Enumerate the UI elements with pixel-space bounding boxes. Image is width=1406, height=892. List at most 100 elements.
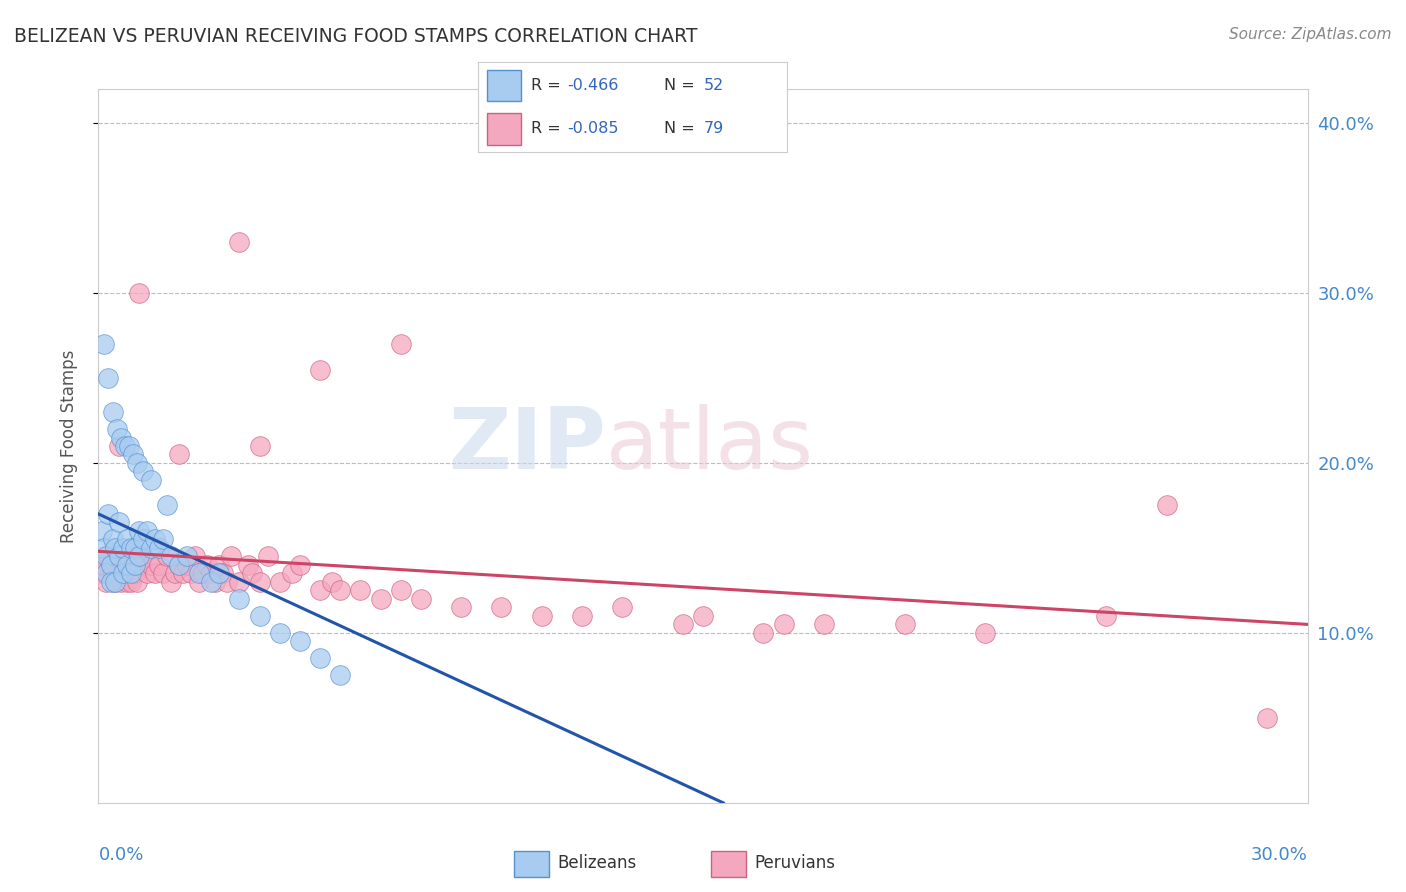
Point [212, 566, 235, 581]
Point [125, 574, 148, 589]
Point [288, 558, 311, 572]
Point [139, 473, 162, 487]
Point [188, 574, 211, 589]
Point [389, 583, 412, 598]
Point [115, 558, 138, 572]
Point [121, 558, 143, 572]
Point [96, 574, 118, 589]
Point [139, 541, 162, 555]
Text: 0.0%: 0.0% [98, 846, 143, 863]
Point [124, 566, 146, 581]
Point [135, 524, 157, 538]
Point [97, 371, 120, 385]
Point [114, 439, 136, 453]
Point [160, 574, 183, 589]
Point [96, 549, 118, 564]
Point [111, 566, 134, 581]
Point [195, 558, 218, 572]
Point [93, 541, 115, 555]
Point [208, 566, 231, 581]
Point [974, 626, 997, 640]
Point [148, 541, 170, 555]
Text: R =: R = [530, 121, 565, 136]
Point [163, 566, 186, 581]
Point [249, 608, 271, 623]
Point [100, 558, 122, 572]
Point [97, 507, 120, 521]
Text: R =: R = [530, 78, 565, 93]
Point [228, 574, 250, 589]
Point [105, 558, 128, 572]
FancyBboxPatch shape [488, 70, 522, 101]
Point [118, 549, 141, 564]
Text: atlas: atlas [606, 404, 814, 488]
Point [152, 566, 174, 581]
Point [329, 583, 352, 598]
Point [176, 549, 198, 564]
Point [103, 541, 125, 555]
Point [132, 549, 155, 564]
Point [143, 533, 166, 547]
Point [110, 430, 132, 444]
Point [321, 574, 343, 589]
Point [115, 533, 138, 547]
Text: Belizeans: Belizeans [557, 854, 637, 872]
Point [121, 448, 143, 462]
Point [125, 456, 148, 470]
Point [217, 574, 239, 589]
Point [256, 549, 278, 564]
Point [160, 549, 183, 564]
Point [184, 549, 207, 564]
Point [370, 591, 392, 606]
Point [128, 524, 150, 538]
Point [1095, 608, 1118, 623]
Text: -0.466: -0.466 [568, 78, 619, 93]
Point [135, 566, 157, 581]
Point [107, 549, 129, 564]
Point [124, 541, 146, 555]
Point [103, 574, 125, 589]
Point [208, 558, 231, 572]
Point [204, 574, 226, 589]
Text: 30.0%: 30.0% [1251, 846, 1308, 863]
Point [120, 541, 142, 555]
Point [96, 566, 118, 581]
Point [128, 558, 150, 572]
Y-axis label: Receiving Food Stamps: Receiving Food Stamps [59, 350, 77, 542]
Point [329, 668, 352, 682]
Point [228, 235, 250, 249]
Point [128, 549, 150, 564]
Point [530, 608, 553, 623]
Point [156, 549, 179, 564]
Text: Source: ZipAtlas.com: Source: ZipAtlas.com [1229, 27, 1392, 42]
Point [167, 558, 190, 572]
Point [228, 591, 250, 606]
Point [193, 566, 215, 581]
Point [491, 600, 513, 615]
Text: BELIZEAN VS PERUVIAN RECEIVING FOOD STAMPS CORRELATION CHART: BELIZEAN VS PERUVIAN RECEIVING FOOD STAM… [14, 27, 697, 45]
Point [450, 600, 472, 615]
Point [236, 558, 259, 572]
Point [200, 574, 222, 589]
Point [309, 583, 332, 598]
Point [349, 583, 371, 598]
Point [167, 558, 190, 572]
Point [101, 405, 124, 419]
Point [269, 574, 291, 589]
Point [1256, 711, 1278, 725]
Point [249, 574, 271, 589]
Text: ZIP: ZIP [449, 404, 606, 488]
Point [176, 558, 198, 572]
Point [240, 566, 263, 581]
Point [148, 558, 170, 572]
Point [180, 566, 202, 581]
Text: -0.085: -0.085 [568, 121, 619, 136]
FancyBboxPatch shape [515, 851, 550, 877]
Point [111, 541, 134, 555]
Point [200, 566, 222, 581]
Point [893, 617, 915, 632]
Text: 52: 52 [704, 78, 724, 93]
Point [1156, 499, 1178, 513]
Point [249, 439, 271, 453]
Point [111, 558, 134, 572]
